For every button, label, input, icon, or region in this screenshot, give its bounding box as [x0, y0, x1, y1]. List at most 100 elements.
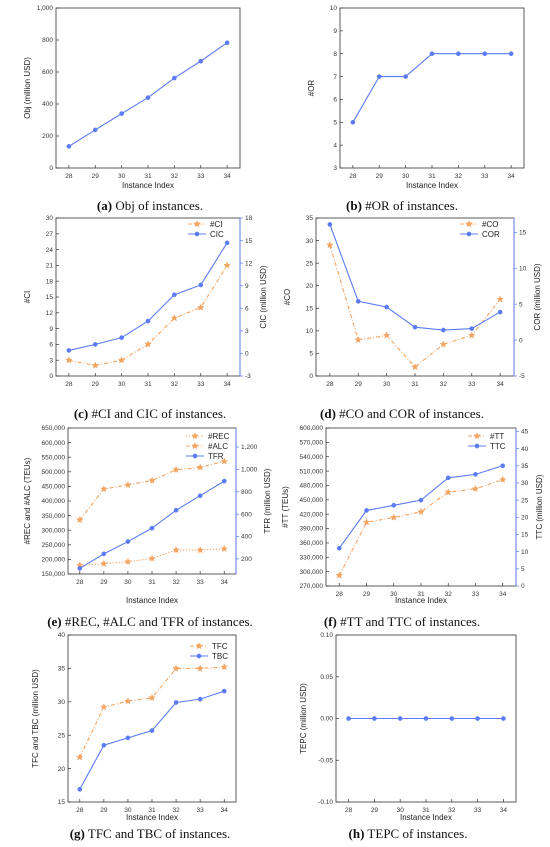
y-tick-label: 6	[333, 97, 337, 104]
caption-text: #CO and COR of instances.	[336, 406, 484, 421]
caption-letter: (e)	[47, 614, 61, 629]
y-right-tick-label: 1,200	[241, 444, 258, 451]
x-tick-label: 28	[336, 591, 344, 598]
caption-letter: (c)	[74, 406, 88, 421]
x-tick-label: 28	[326, 381, 334, 388]
data-point	[77, 786, 83, 792]
caption-text: TEPC of instances.	[364, 826, 467, 841]
y-right-tick-label: 15	[519, 230, 527, 237]
x-tick-label: 32	[448, 807, 456, 814]
data-point	[124, 481, 132, 489]
y-right-tick-label: 0	[245, 351, 249, 358]
y-tick-label: 600	[42, 69, 53, 76]
data-point	[224, 240, 230, 246]
data-point	[372, 716, 377, 721]
y-axis-label: #REC and #ALC (TEUs)	[23, 457, 32, 544]
data-point	[355, 298, 361, 304]
series-line	[338, 465, 503, 549]
chart-panel-h: -0.10 -0.05 0.00 0.05 0.10 28 29 30 31 32 33 34 Inst…	[299, 632, 517, 841]
data-point	[362, 518, 371, 526]
data-point	[149, 728, 155, 733]
legend-entry: COR	[482, 230, 500, 239]
y-tick-label: 15	[306, 305, 314, 312]
data-point	[354, 335, 362, 344]
x-tick-label: 34	[500, 807, 508, 814]
caption-letter: (h)	[349, 826, 365, 841]
chart-panel-f: 270,000 300,000 330,000 360,000 390,000 420,0…	[281, 425, 544, 629]
x-tick-label: 30	[118, 381, 126, 388]
y-tick-label: 3	[49, 357, 53, 364]
x-tick-label: 28	[345, 807, 353, 814]
x-tick-label: 29	[100, 807, 108, 814]
y-tick-label: 10	[306, 328, 314, 335]
caption-letter: (d)	[320, 406, 336, 421]
data-point	[101, 551, 107, 557]
x-axis-label: Instance Index	[400, 813, 452, 822]
x-tick-label: 29	[363, 591, 371, 598]
caption-letter: (g)	[70, 826, 85, 841]
legend-swatch-marker	[191, 432, 199, 440]
y-right-tick-label: 5	[519, 301, 523, 308]
data-point	[196, 664, 204, 672]
y-tick-label: 450,000	[42, 484, 66, 491]
x-tick-label: 30	[402, 173, 410, 180]
y-tick-label: -0.10	[318, 799, 333, 806]
y-axis-right-label: COR (million USD)	[533, 263, 542, 330]
y-right-tick-label: 5	[521, 566, 525, 573]
data-point	[196, 546, 204, 554]
data-point	[456, 51, 461, 57]
panel-caption: (e) #REC, #ALC and TFR of instances.	[47, 614, 253, 629]
y-tick-label: 600,000	[42, 440, 66, 447]
y-axis-label: Obj (million USD)	[23, 57, 32, 119]
y-axis-label: #OR	[307, 80, 316, 97]
data-point	[220, 457, 228, 465]
x-tick-label: 28	[76, 807, 84, 814]
caption-letter: (a)	[97, 198, 112, 213]
data-point	[468, 331, 476, 339]
x-tick-label: 32	[171, 381, 179, 388]
data-point	[198, 282, 204, 288]
legend-swatch-marker	[196, 653, 202, 659]
caption-text: #CI and CIC of instances.	[88, 406, 226, 421]
data-point	[148, 476, 156, 484]
data-point	[65, 356, 73, 364]
y-tick-label: 8	[333, 51, 337, 58]
x-tick-label: 30	[124, 807, 132, 814]
y-tick-label: 35	[58, 666, 66, 673]
y-tick-label: 40	[58, 632, 66, 639]
legend-entry: TFR	[208, 452, 224, 461]
data-point	[423, 716, 429, 721]
legend-entry: TFC	[212, 642, 228, 651]
data-point	[444, 488, 452, 496]
legend-swatch-marker	[466, 231, 472, 237]
data-point	[198, 58, 204, 64]
plot-frame	[55, 7, 241, 169]
y-right-tick-label: 6	[245, 305, 249, 312]
data-point	[172, 292, 177, 298]
data-point	[429, 51, 435, 57]
x-tick-label: 34	[508, 173, 516, 180]
y-tick-label: 800	[42, 37, 53, 44]
panel-caption: (d) #CO and COR of instances.	[320, 406, 484, 421]
x-tick-label: 32	[172, 579, 180, 586]
data-point	[172, 546, 180, 554]
x-tick-label: 31	[144, 173, 152, 180]
y-right-tick-label: 3	[245, 328, 249, 335]
x-tick-label: 28	[349, 173, 357, 180]
y-tick-label: 330,000	[300, 554, 324, 561]
y-tick-label: 150,000	[42, 571, 66, 578]
y-right-tick-label: 600	[241, 511, 252, 518]
y-tick-label: 360,000	[300, 540, 324, 547]
data-point	[197, 303, 205, 311]
y-tick-label: 20	[58, 766, 66, 773]
y-tick-label: 30	[306, 238, 314, 245]
x-tick-label: 29	[92, 381, 100, 388]
caption-text: TFC and TBC of instances.	[85, 826, 230, 841]
y-right-tick-label: 10	[521, 549, 529, 556]
y-axis-right-label: TFR (million USD)	[263, 468, 272, 533]
series-line	[352, 53, 512, 123]
data-point	[197, 696, 203, 702]
legend-swatch-marker	[473, 432, 481, 440]
x-tick-label: 31	[422, 807, 430, 814]
chart-panel-a: 0 200 400 600 800 1,000 28 29 30 31 32 33 34 Instance…	[23, 5, 241, 213]
